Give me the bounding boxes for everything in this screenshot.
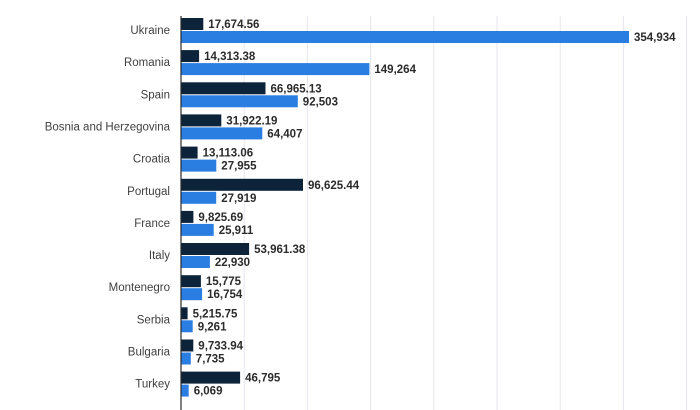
bar-croatia-series-2 xyxy=(181,159,217,172)
bar-italy-series-1 xyxy=(181,243,250,255)
bar-romania-series-2 xyxy=(181,63,370,76)
bar-romania-series-1 xyxy=(181,50,200,63)
value-label-spain-series-2: 92,503 xyxy=(303,96,338,108)
category-label-spain: Spain xyxy=(141,89,170,101)
bar-ukraine-series-1 xyxy=(181,18,204,30)
value-label-france-series-2: 25,911 xyxy=(219,225,254,237)
value-label-montenegro-series-2: 16,754 xyxy=(207,289,243,301)
bar-bulgaria-series-1 xyxy=(181,339,194,352)
value-label-montenegro-series-1: 15,775 xyxy=(206,276,242,288)
bar-bosnia-and-herzegovina-series-1 xyxy=(181,114,222,127)
bar-portugal-series-1 xyxy=(181,178,303,191)
value-label-bosnia-and-herzegovina-series-1: 31,922.19 xyxy=(226,115,277,127)
category-label-turkey: Turkey xyxy=(135,379,170,391)
category-label-montenegro: Montenegro xyxy=(109,282,170,294)
value-label-france-series-1: 9,825.69 xyxy=(198,212,243,224)
bar-montenegro-series-2 xyxy=(181,288,203,301)
bar-italy-series-2 xyxy=(181,256,210,268)
value-label-portugal-series-2: 27,919 xyxy=(221,193,256,205)
bar-serbia-series-1 xyxy=(181,307,188,320)
bar-croatia-series-1 xyxy=(181,146,198,159)
value-label-bulgaria-series-1: 9,733.94 xyxy=(198,341,243,353)
bar-france-series-1 xyxy=(181,210,194,223)
bar-bulgaria-series-2 xyxy=(181,352,191,365)
bar-france-series-2 xyxy=(181,223,214,236)
value-label-turkey-series-1: 46,795 xyxy=(245,373,281,385)
category-label-romania: Romania xyxy=(124,57,171,69)
value-label-spain-series-1: 66,965.13 xyxy=(271,83,322,95)
bar-turkey-series-1 xyxy=(181,371,241,384)
value-label-serbia-series-2: 9,261 xyxy=(198,321,227,333)
bar-spain-series-2 xyxy=(181,95,298,108)
value-label-ukraine-series-1: 17,674.56 xyxy=(208,19,259,31)
bar-spain-series-1 xyxy=(181,82,266,95)
bar-turkey-series-2 xyxy=(181,384,189,397)
value-label-italy-series-2: 22,930 xyxy=(215,257,250,269)
category-label-croatia: Croatia xyxy=(133,154,171,166)
value-label-romania-series-2: 149,264 xyxy=(374,64,416,76)
value-label-bulgaria-series-2: 7,735 xyxy=(196,354,225,366)
bar-ukraine-series-2 xyxy=(181,31,629,43)
value-label-croatia-series-2: 27,955 xyxy=(221,161,257,173)
value-label-italy-series-1: 53,961.38 xyxy=(254,244,306,256)
bar-serbia-series-2 xyxy=(181,320,193,333)
value-label-turkey-series-2: 6,069 xyxy=(194,386,223,398)
category-label-serbia: Serbia xyxy=(137,314,171,326)
category-label-ukraine: Ukraine xyxy=(130,25,170,37)
bar-bosnia-and-herzegovina-series-2 xyxy=(181,127,263,140)
value-label-croatia-series-1: 13,113.06 xyxy=(203,148,254,160)
value-label-bosnia-and-herzegovina-series-2: 64,407 xyxy=(267,128,302,140)
bar-montenegro-series-1 xyxy=(181,275,201,288)
value-label-serbia-series-1: 5,215.75 xyxy=(193,308,238,320)
category-label-bosnia-and-herzegovina: Bosnia and Herzegovina xyxy=(45,121,171,133)
category-label-france: France xyxy=(134,218,170,230)
category-label-portugal: Portugal xyxy=(127,186,170,198)
bar-portugal-series-2 xyxy=(181,191,217,204)
value-label-ukraine-series-2: 354,934 xyxy=(634,32,676,44)
category-label-bulgaria: Bulgaria xyxy=(128,347,171,359)
value-label-portugal-series-1: 96,625.44 xyxy=(308,180,360,192)
value-label-romania-series-1: 14,313.38 xyxy=(204,51,256,63)
category-label-italy: Italy xyxy=(149,250,170,262)
